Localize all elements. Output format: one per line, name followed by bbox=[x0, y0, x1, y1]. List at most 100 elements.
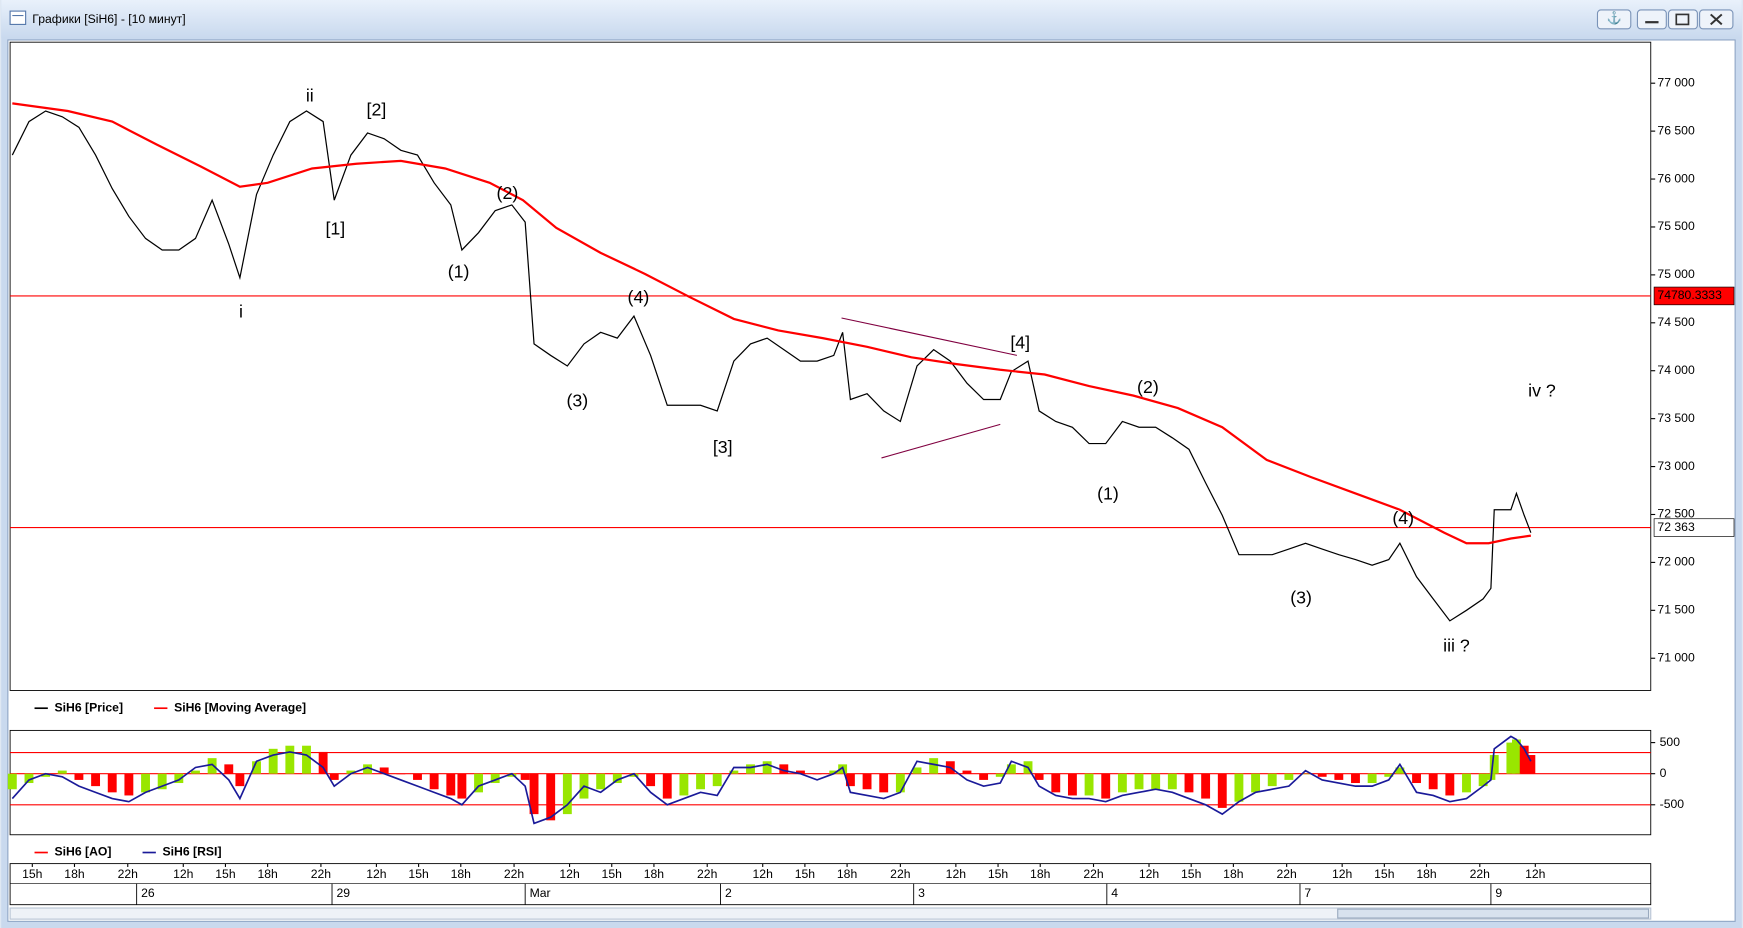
ao-bar bbox=[1034, 773, 1044, 780]
ao-bar bbox=[1519, 745, 1529, 774]
wave-label: iv ? bbox=[1528, 380, 1556, 400]
wave-label: iii ? bbox=[1443, 635, 1470, 655]
x-tick-label: 18h bbox=[837, 867, 857, 881]
x-tick-label: 22h bbox=[311, 867, 331, 881]
ao-bar bbox=[285, 745, 295, 774]
wave-label: (3) bbox=[566, 390, 588, 410]
y-tick-label: 76 000 bbox=[1657, 171, 1695, 185]
wave-label: [2] bbox=[367, 100, 387, 120]
ao-bar bbox=[57, 770, 67, 774]
ao-bar bbox=[1317, 773, 1327, 777]
ao-bar bbox=[1506, 742, 1516, 774]
day-label: 7 bbox=[1304, 886, 1311, 900]
x-tick-label: 18h bbox=[1416, 867, 1436, 881]
ao-bar bbox=[762, 761, 772, 774]
window-icon bbox=[9, 10, 27, 25]
pin-button[interactable] bbox=[1596, 9, 1632, 30]
ao-bar bbox=[1511, 739, 1521, 774]
legend-label: SiH6 [Price] bbox=[55, 700, 124, 714]
y-tick-label: 74 500 bbox=[1657, 315, 1695, 329]
x-tick-label: 15h bbox=[988, 867, 1008, 881]
x-tick-label: 18h bbox=[451, 867, 471, 881]
x-tick-label: 15h bbox=[408, 867, 428, 881]
x-tick-label: 18h bbox=[64, 867, 84, 881]
day-label: 26 bbox=[141, 886, 155, 900]
ao-bar bbox=[41, 773, 51, 777]
ao-bar bbox=[107, 773, 117, 793]
wave-label: (2) bbox=[497, 183, 519, 203]
ao-bar bbox=[1462, 773, 1471, 793]
wave-label: [1] bbox=[325, 218, 345, 238]
window-title: Графики [SiH6] - [10 минут] bbox=[32, 12, 185, 26]
y-tick-label: 74 000 bbox=[1657, 363, 1695, 377]
ao-bar bbox=[895, 773, 905, 793]
ao-bar bbox=[446, 773, 456, 796]
wave-label: (1) bbox=[1097, 483, 1119, 503]
triangle-line bbox=[881, 423, 1001, 459]
ao-bar bbox=[646, 773, 656, 787]
ao-bar bbox=[1101, 773, 1111, 799]
level-label-box bbox=[1653, 286, 1735, 306]
ao-bar bbox=[1134, 773, 1144, 790]
ao-bar bbox=[1151, 773, 1161, 790]
wave-label: [4] bbox=[1010, 333, 1030, 353]
ao-bar bbox=[1489, 755, 1499, 774]
x-tick-label: 18h bbox=[1030, 867, 1050, 881]
day-label: 9 bbox=[1495, 886, 1502, 900]
ao-bar bbox=[520, 773, 530, 780]
wave-label: (4) bbox=[1392, 508, 1414, 528]
y-tick-label: 71 500 bbox=[1657, 603, 1695, 617]
wave-label: (2) bbox=[1137, 377, 1159, 397]
ao-bar bbox=[7, 773, 17, 790]
ao-bar bbox=[1478, 773, 1488, 787]
ao-bar bbox=[1051, 773, 1061, 793]
ao-bar bbox=[1006, 764, 1016, 774]
ao-bar bbox=[1428, 773, 1438, 790]
y-tick-label: 72 000 bbox=[1657, 555, 1695, 569]
ao-bar bbox=[1184, 773, 1194, 793]
x-tick-label: 15h bbox=[1374, 867, 1394, 881]
ao-bar bbox=[1367, 773, 1377, 784]
ao-bar bbox=[507, 773, 517, 777]
ao-bar bbox=[829, 770, 839, 774]
y-tick-label: 0 bbox=[1660, 766, 1667, 780]
y-tick-label: 500 bbox=[1660, 735, 1681, 749]
x-tick-label: 12h bbox=[1139, 867, 1159, 881]
ao-bar bbox=[141, 773, 150, 793]
series-line bbox=[12, 102, 1532, 545]
ao-bar bbox=[490, 773, 500, 784]
minimize-button[interactable] bbox=[1636, 9, 1667, 30]
ao-bar bbox=[1117, 773, 1127, 793]
ao-bar bbox=[224, 764, 234, 774]
ao-bar bbox=[413, 773, 422, 780]
x-tick-label: 22h bbox=[1470, 867, 1490, 881]
ao-bar bbox=[1251, 773, 1261, 793]
scroll-thumb[interactable] bbox=[1337, 908, 1650, 919]
ao-bar bbox=[845, 773, 855, 787]
x-tick-label: 12h bbox=[946, 867, 966, 881]
y-tick-label: 73 000 bbox=[1657, 459, 1695, 473]
restore-button[interactable] bbox=[1667, 9, 1698, 30]
y-tick-label: 76 500 bbox=[1657, 123, 1695, 137]
x-tick-label: 12h bbox=[753, 867, 773, 881]
x-tick-label: 15h bbox=[215, 867, 235, 881]
x-tick-label: 12h bbox=[559, 867, 579, 881]
scrollbar[interactable] bbox=[9, 907, 1652, 920]
ao-bar bbox=[796, 770, 805, 774]
ao-bar bbox=[474, 773, 483, 793]
ao-bar bbox=[24, 773, 34, 784]
ao-bar bbox=[1395, 767, 1405, 774]
ao-bar bbox=[629, 773, 639, 777]
ao-bar bbox=[1217, 773, 1227, 808]
ao-bar bbox=[124, 773, 134, 796]
ao-bar bbox=[1526, 755, 1536, 774]
y-tick-label: 73 500 bbox=[1657, 411, 1695, 425]
y-tick-label: 77 000 bbox=[1657, 75, 1695, 89]
ao-bar bbox=[379, 767, 389, 774]
ao-bar bbox=[1334, 773, 1344, 780]
close-icon bbox=[1710, 13, 1723, 26]
ao-bar bbox=[1267, 773, 1277, 787]
